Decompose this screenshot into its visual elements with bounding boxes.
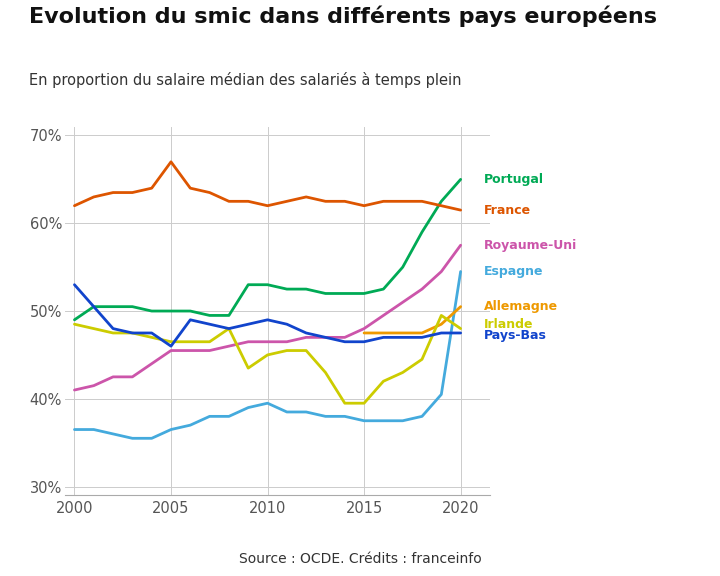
Text: Portugal: Portugal bbox=[484, 173, 544, 186]
Text: Allemagne: Allemagne bbox=[484, 300, 558, 313]
Text: France: France bbox=[484, 203, 531, 217]
Text: Irlande: Irlande bbox=[484, 318, 534, 331]
Text: Source : OCDE. Crédits : franceinfo: Source : OCDE. Crédits : franceinfo bbox=[238, 552, 482, 566]
Text: En proportion du salaire médian des salariés à temps plein: En proportion du salaire médian des sala… bbox=[29, 72, 462, 88]
Text: Evolution du smic dans différents pays européens: Evolution du smic dans différents pays e… bbox=[29, 6, 657, 27]
Text: Pays-Bas: Pays-Bas bbox=[484, 329, 546, 342]
Text: Espagne: Espagne bbox=[484, 265, 544, 278]
Text: Royaume-Uni: Royaume-Uni bbox=[484, 238, 577, 252]
